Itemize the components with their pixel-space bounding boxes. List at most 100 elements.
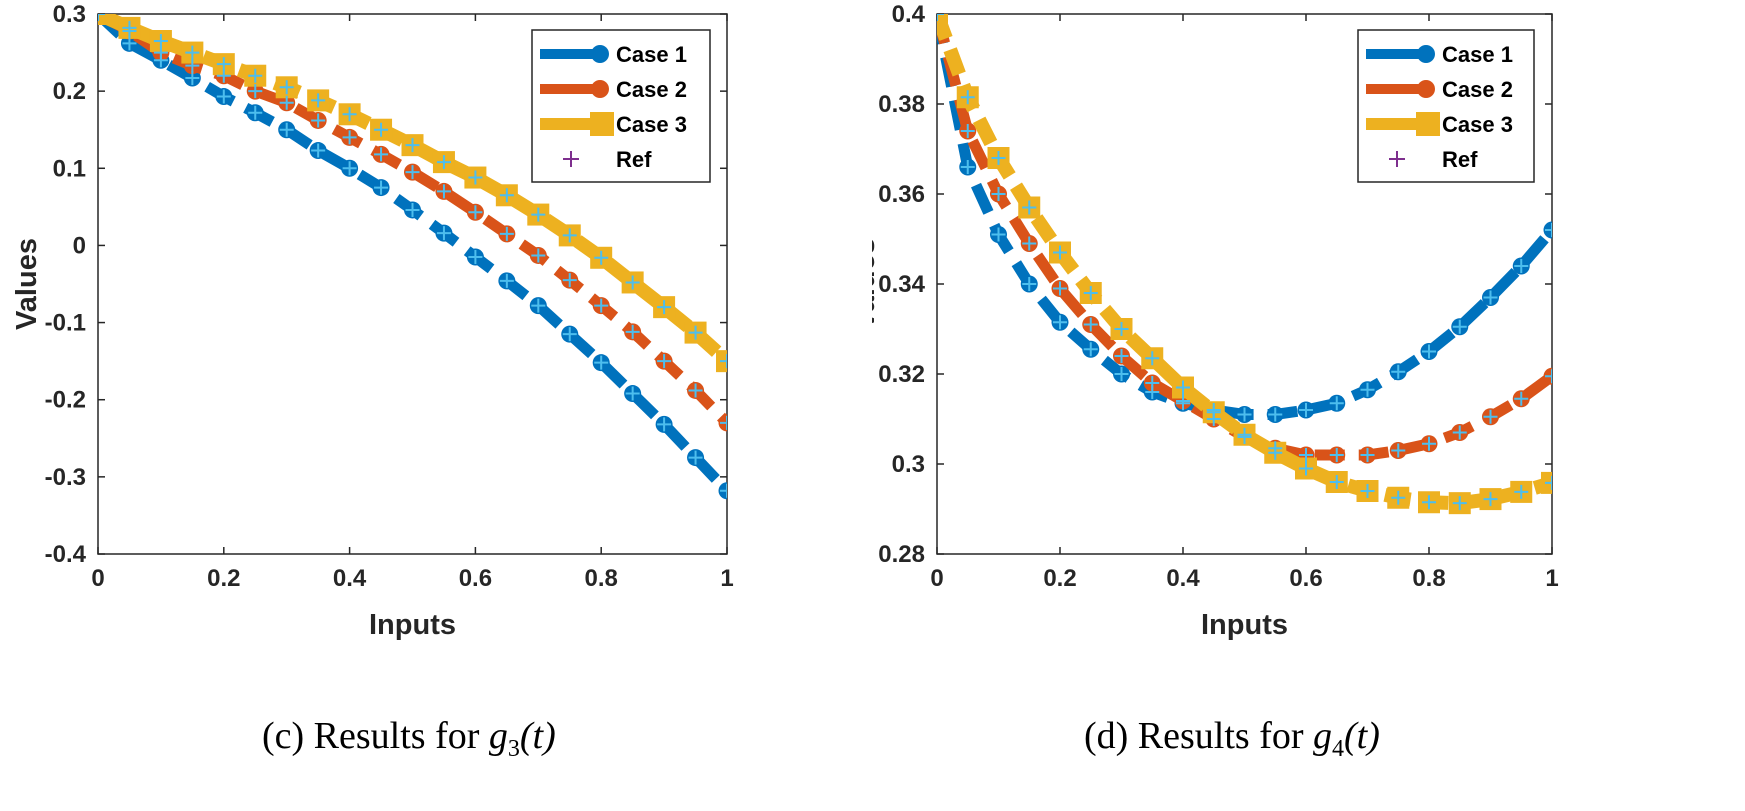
y-tick-label-c: -0.3 [45, 464, 86, 491]
y-tick-label-d: 0.28 [878, 541, 925, 568]
x-tick-label-c: 0.8 [585, 565, 618, 592]
caption-d-sub: 4 [1332, 736, 1345, 762]
legend-label-c-1: Case 1 [616, 42, 687, 67]
ref-marker-d-1 [1268, 407, 1283, 422]
ref-marker-d-2 [1483, 409, 1498, 424]
ref-marker-c-1 [688, 450, 703, 465]
ref-marker-d-3 [960, 90, 975, 105]
y-tick-label-d: 0.36 [878, 181, 925, 208]
ref-marker-d-3 [1329, 475, 1344, 489]
ref-marker-c-2 [436, 184, 451, 199]
y-tick-label-c: -0.1 [45, 310, 86, 337]
caption-c-sub: 3 [507, 736, 520, 762]
ref-marker-c-3 [436, 155, 451, 170]
ref-marker-c-2 [625, 324, 640, 339]
chart-c: 0 0.2 0.4 0.6 0.8 1 -0.4 -0.3 -0.2 -0.1 0 0.1 0.2 0.3… [11, 1, 734, 641]
chart-panel-c: 0 0.2 0.4 0.6 0.8 1 -0.4 -0.3 -0.2 -0.1 0 0.1 0.2 0.3… [0, 0, 872, 811]
ref-marker-c-1 [185, 71, 200, 86]
ref-marker-c-1 [720, 483, 727, 498]
ref-marker-d-1 [1545, 223, 1552, 237]
y-tick-label-c: -0.4 [45, 541, 87, 568]
ref-marker-d-2 [1299, 448, 1313, 462]
ref-marker-c-3 [499, 188, 514, 203]
plot-area-d [937, 14, 1552, 515]
ref-marker-d-1 [1114, 367, 1129, 381]
x-tick-label-d: 0.2 [1043, 565, 1076, 592]
ref-marker-c-2 [279, 95, 294, 110]
x-tick-label-c: 0.4 [333, 565, 367, 592]
ref-marker-d-2 [1114, 349, 1129, 363]
y-tick-label-d: 0.38 [878, 91, 925, 118]
y-tick-label-d: 0.32 [878, 361, 925, 388]
y-tick-label-c: -0.2 [45, 387, 86, 414]
ref-marker-d-3 [1545, 475, 1552, 490]
ref-marker-d-1 [991, 227, 1006, 242]
ref-marker-c-2 [657, 354, 672, 369]
ref-marker-c-2 [248, 84, 263, 99]
y-tick-label-c: 0.1 [53, 155, 86, 182]
legend-marker-c-2 [591, 80, 609, 98]
ref-marker-d-1 [1299, 403, 1313, 417]
ref-marker-d-2 [1053, 281, 1067, 296]
legend-c: Case 1 Case 2 Case 3 Ref [531, 29, 711, 183]
ref-marker-d-2 [1083, 317, 1098, 332]
x-tick-label-d: 0 [930, 565, 943, 592]
ref-marker-c-3 [153, 34, 168, 48]
ref-marker-c-1 [562, 327, 577, 342]
ref-marker-c-2 [311, 113, 326, 128]
ref-marker-d-1 [1083, 342, 1098, 357]
ref-marker-d-2 [1514, 391, 1529, 406]
ref-marker-d-3 [1268, 445, 1283, 460]
ref-marker-c-3 [531, 207, 546, 222]
ref-marker-d-3 [1206, 405, 1221, 420]
ref-marker-c-2 [374, 147, 389, 162]
legend-marker-d-1 [1417, 45, 1435, 63]
ref-marker-c-1 [122, 36, 137, 51]
ref-marker-d-2 [1145, 376, 1160, 390]
x-tick-label-d: 1 [1545, 565, 1558, 592]
ref-marker-c-3 [468, 170, 483, 185]
ref-marker-d-1 [1422, 344, 1436, 359]
ref-marker-d-3 [991, 151, 1006, 165]
ref-marker-c-3 [185, 45, 200, 60]
x-axis-label-d: Inputs [1201, 609, 1288, 641]
caption-d-arg: (t) [1344, 715, 1380, 757]
ref-marker-d-2 [991, 187, 1006, 201]
ref-marker-d-1 [960, 160, 975, 174]
ref-marker-d-1 [1483, 290, 1498, 305]
ref-marker-d-2 [1022, 236, 1037, 251]
caption-c-arg: (t) [519, 715, 556, 757]
legend-marker-d-2 [1417, 80, 1435, 98]
ref-marker-d-3 [1237, 427, 1252, 442]
ref-marker-c-1 [374, 180, 389, 195]
ref-marker-c-3 [562, 228, 577, 243]
ref-marker-d-3 [1145, 351, 1160, 366]
y-tick-label-d: 0.3 [892, 451, 925, 478]
ref-marker-c-3 [279, 80, 294, 95]
ref-marker-c-2 [185, 58, 200, 73]
legend-label-c-4: Ref [616, 147, 652, 172]
legend-label-c-3: Case 3 [616, 112, 687, 137]
ref-marker-c-2 [594, 298, 609, 313]
ref-marker-c-3 [374, 122, 389, 137]
ref-marker-d-2 [1329, 448, 1344, 462]
ref-marker-d-3 [1053, 245, 1067, 260]
data-point-d-3 [937, 14, 948, 25]
ref-marker-c-3 [122, 20, 137, 35]
ref-marker-c-3 [342, 107, 357, 122]
x-tick-label-d: 0.6 [1289, 565, 1322, 592]
ref-marker-c-3 [657, 300, 672, 315]
ref-marker-d-3 [1022, 200, 1037, 215]
ref-marker-c-2 [688, 383, 703, 398]
x-tick-label-d: 0.4 [1166, 565, 1200, 592]
legend-marker-c-3 [590, 112, 614, 136]
x-axis-label-c: Inputs [369, 609, 456, 641]
y-axis-label-d: Values [872, 238, 881, 330]
caption-d-func: g [1313, 715, 1333, 757]
legend-d: Case 1 Case 2 Case 3 Ref [1357, 29, 1535, 183]
y-tick-label-c: 0 [73, 232, 86, 259]
ref-marker-d-1 [1360, 382, 1375, 397]
ref-marker-c-1 [279, 122, 294, 137]
legend-label-c-2: Case 2 [616, 77, 687, 102]
ref-marker-d-1 [1053, 315, 1067, 330]
